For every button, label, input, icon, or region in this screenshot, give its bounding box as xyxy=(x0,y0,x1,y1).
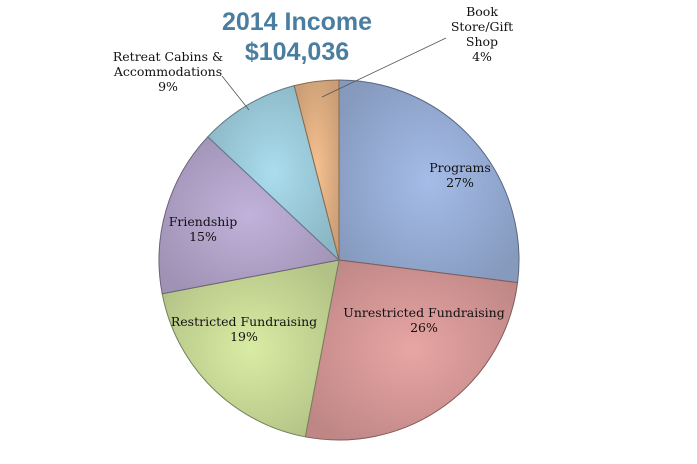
leader-line-retreat-cabins-accommodations xyxy=(221,75,250,111)
leader-lines xyxy=(221,37,447,111)
slice-retreat-cabins-accommodations xyxy=(207,85,340,262)
chart-subtitle: $104,036 xyxy=(245,38,349,66)
slice-label-line: Unrestricted Fundraising xyxy=(343,305,504,320)
slice-label-programs: Programs 27% xyxy=(429,160,491,190)
slice-label-line: Accommodations xyxy=(113,64,222,79)
slice-label-line: Book xyxy=(466,4,498,19)
slice-value-label: 15% xyxy=(189,229,217,244)
pie-slices xyxy=(158,79,520,441)
slice-label-book-store-gift-shop: Book Store/Gift Shop 4% xyxy=(451,4,513,64)
slice-label-friendship: Friendship 15% xyxy=(169,214,238,244)
slice-label-retreat-cabins-accommodations: Retreat Cabins & Accommodations 9% xyxy=(113,49,223,94)
slice-unrestricted-fundraising xyxy=(304,259,519,441)
slice-value-label: 26% xyxy=(410,320,438,335)
slice-value-label: 9% xyxy=(158,79,178,94)
leader-line-book-store-gift-shop xyxy=(321,37,447,98)
slice-label-line: Restricted Fundraising xyxy=(171,314,317,329)
slice-friendship xyxy=(158,136,341,295)
slice-label-line: Store/Gift xyxy=(451,19,513,34)
slice-programs xyxy=(338,79,520,284)
slice-value-label: 4% xyxy=(472,49,492,64)
slice-label-line: Shop xyxy=(466,34,498,49)
slice-book-store-gift-shop xyxy=(293,79,340,261)
slice-labels: Programs 27% Unrestricted Fundraising 26% Re… xyxy=(113,4,513,344)
chart-title: 2014 Income xyxy=(222,8,372,36)
slice-label-line: Programs xyxy=(429,160,491,175)
slice-value-label: 19% xyxy=(230,329,258,344)
slice-label-line: Friendship xyxy=(169,214,238,229)
slice-label-line: Retreat Cabins & xyxy=(113,49,223,64)
slice-label-restricted-fundraising: Restricted Fundraising 19% xyxy=(171,314,317,344)
slice-label-unrestricted-fundraising: Unrestricted Fundraising 26% xyxy=(343,305,504,335)
slice-restricted-fundraising xyxy=(161,259,340,438)
slice-value-label: 27% xyxy=(446,175,474,190)
